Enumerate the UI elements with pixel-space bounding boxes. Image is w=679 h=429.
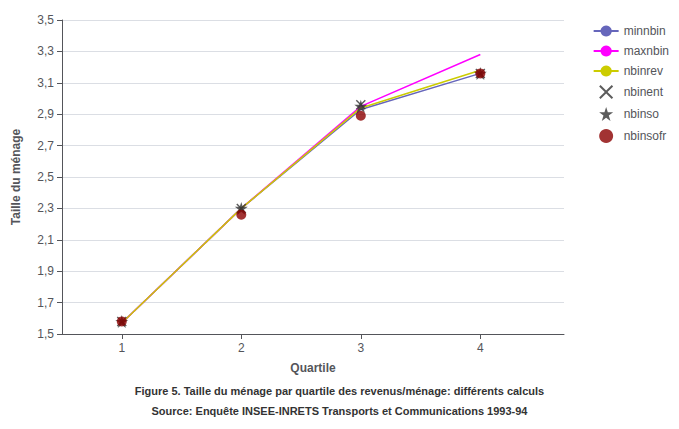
svg-text:Source: Enquête INSEE-INRETS T: Source: Enquête INSEE-INRETS Transports … — [152, 405, 529, 417]
svg-text:2,1: 2,1 — [37, 233, 54, 247]
svg-text:nbinrev: nbinrev — [624, 64, 663, 78]
svg-text:2,5: 2,5 — [37, 170, 54, 184]
svg-text:3,1: 3,1 — [37, 76, 54, 90]
svg-text:1: 1 — [118, 341, 125, 355]
svg-text:3,5: 3,5 — [37, 13, 54, 27]
svg-text:3: 3 — [357, 341, 364, 355]
svg-text:1,7: 1,7 — [37, 296, 54, 310]
svg-text:Quartile: Quartile — [290, 361, 336, 375]
svg-text:nbinsofr: nbinsofr — [624, 129, 667, 143]
svg-text:2,9: 2,9 — [37, 107, 54, 121]
svg-text:Figure 5. Taille du ménage par: Figure 5. Taille du ménage par quartile … — [135, 385, 544, 397]
svg-text:1,5: 1,5 — [37, 327, 54, 341]
svg-text:1,9: 1,9 — [37, 264, 54, 278]
svg-text:2: 2 — [238, 341, 245, 355]
svg-text:nbinent: nbinent — [624, 85, 664, 99]
svg-text:3,3: 3,3 — [37, 44, 54, 58]
svg-text:nbinso: nbinso — [624, 107, 660, 121]
svg-text:Taille du ménage: Taille du ménage — [9, 128, 23, 225]
svg-text:4: 4 — [477, 341, 484, 355]
svg-text:2,3: 2,3 — [37, 201, 54, 215]
svg-text:minnbin: minnbin — [624, 24, 666, 38]
svg-text:2,7: 2,7 — [37, 139, 54, 153]
svg-text:maxnbin: maxnbin — [624, 44, 669, 58]
